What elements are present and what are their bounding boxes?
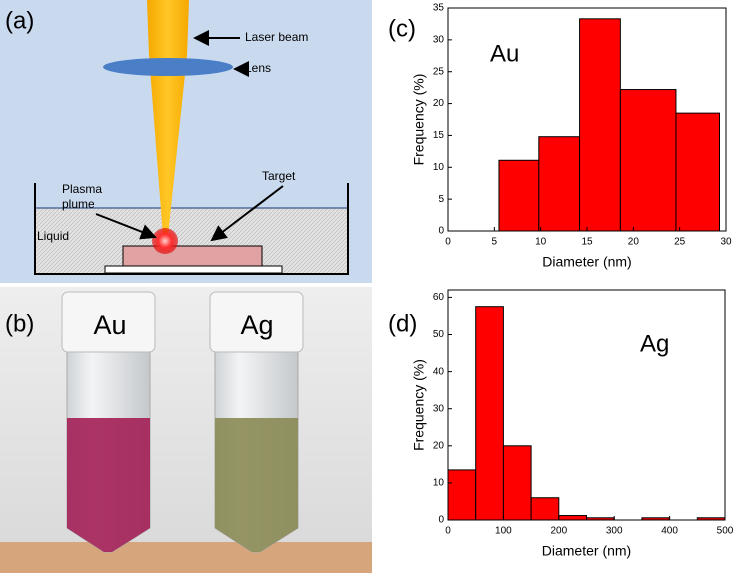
bar — [558, 515, 587, 521]
y-tick-label: 10 — [433, 478, 445, 489]
bar — [502, 445, 532, 521]
y-tick-label: 0 — [438, 515, 444, 526]
label: Lens — [245, 61, 271, 75]
label: Au — [93, 310, 126, 340]
x-tick-label: 0 — [445, 526, 451, 537]
y-tick-label: 60 — [433, 292, 445, 303]
annotation: Au — [490, 40, 519, 67]
annotation: Ag — [640, 330, 669, 357]
x-axis-label: Diameter (nm) — [542, 254, 631, 270]
lens — [103, 58, 233, 76]
container — [34, 183, 349, 275]
label: Laser beam — [245, 30, 308, 44]
y-tick-label: 20 — [433, 98, 445, 109]
target — [122, 245, 263, 267]
photo: (b) Au Ag — [0, 287, 372, 573]
panel-label: (c) — [388, 15, 416, 42]
y-tick-label: 25 — [433, 66, 445, 77]
label: Plasma — [62, 182, 102, 196]
y-tick-label: 35 — [433, 3, 445, 14]
panel-label: (d) — [388, 310, 417, 337]
x-tick-label: 5 — [492, 237, 498, 248]
photo-bg — [0, 287, 372, 573]
bar — [675, 112, 721, 232]
bar — [579, 18, 621, 232]
y-tick-label: 30 — [433, 34, 445, 45]
label: Ag — [240, 310, 273, 340]
x-tick-label: 10 — [535, 237, 547, 248]
x-tick-label: 400 — [661, 526, 678, 537]
y-tick-label: 20 — [433, 440, 445, 451]
x-tick-label: 500 — [717, 526, 734, 537]
y-axis-label: Frequency (%) — [411, 359, 427, 451]
arrow — [95, 213, 157, 240]
plasma-plume — [152, 228, 178, 254]
y-tick-label: 10 — [433, 162, 445, 173]
bar — [498, 159, 540, 232]
panel-label: (b) — [5, 310, 34, 337]
y-tick-label: 30 — [433, 403, 445, 414]
label: Liquid — [37, 229, 69, 243]
x-tick-label: 30 — [720, 237, 732, 248]
x-tick-label: 300 — [606, 526, 623, 537]
bar — [530, 497, 560, 521]
x-tick-label: 200 — [550, 526, 567, 537]
plot-frame — [447, 289, 726, 521]
panel-label: (a) — [5, 7, 34, 34]
x-tick-label: 25 — [674, 237, 686, 248]
y-tick-label: 50 — [433, 329, 445, 340]
x-tick-label: 15 — [581, 237, 593, 248]
x-tick-label: 0 — [445, 237, 451, 248]
bar — [619, 89, 677, 232]
vial-liquid — [215, 418, 298, 552]
bar — [447, 469, 477, 521]
label: plume — [62, 197, 95, 211]
vial-liquid — [67, 418, 150, 552]
x-tick-label: 20 — [628, 237, 640, 248]
x-axis-label: Diameter (nm) — [542, 543, 631, 559]
vial-cap — [61, 291, 156, 353]
x-tick-label: 100 — [495, 526, 512, 537]
y-tick-label: 40 — [433, 366, 445, 377]
table — [0, 542, 372, 573]
vial-cap — [209, 291, 304, 353]
y-tick-label: 15 — [433, 130, 445, 141]
diagram: (a) Laser beam Lens Plasma plume Target … — [0, 0, 372, 283]
label: Target — [262, 169, 296, 183]
y-tick-label: 0 — [438, 226, 444, 237]
y-tick-label: 5 — [438, 194, 444, 205]
substrate — [104, 265, 283, 274]
bar — [475, 306, 504, 521]
arrow — [210, 185, 284, 242]
bar — [538, 136, 581, 232]
y-axis-label: Frequency (%) — [411, 74, 427, 166]
